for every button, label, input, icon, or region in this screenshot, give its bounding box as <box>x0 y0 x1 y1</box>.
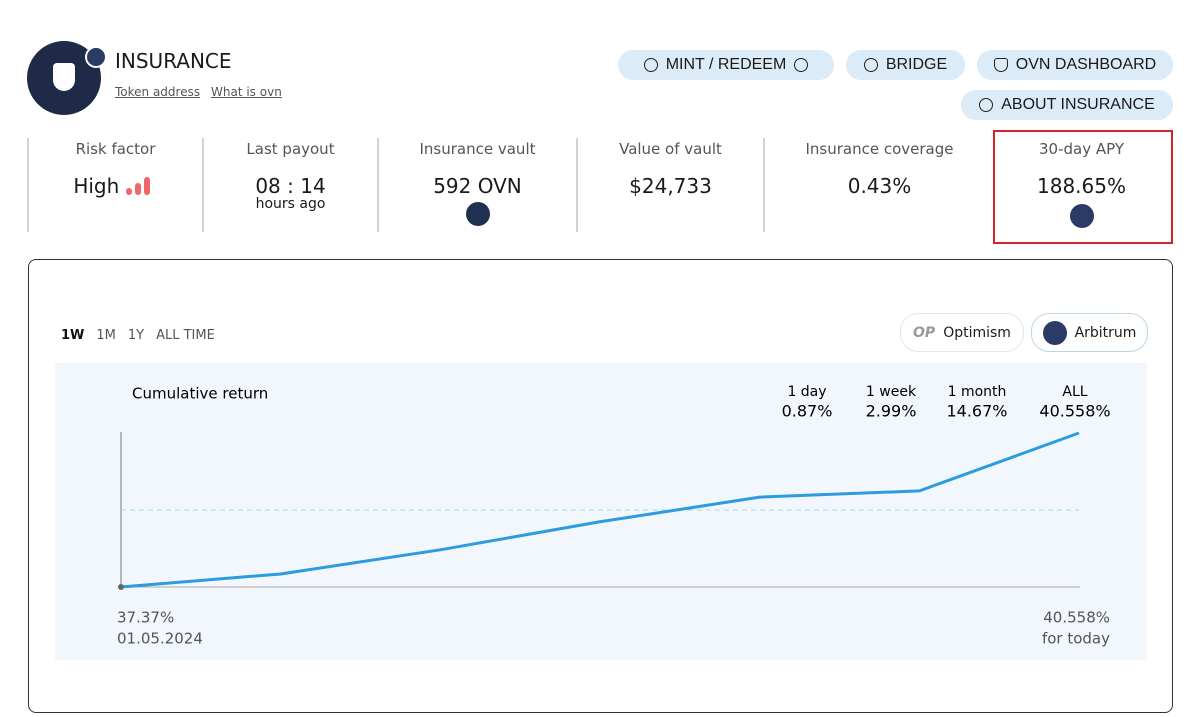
icon: OP <box>913 324 936 341</box>
value: 08 : 14 <box>255 174 326 198</box>
separator <box>763 138 765 232</box>
network-icon <box>1069 204 1094 228</box>
link[interactable]: What is ovn <box>211 85 282 99</box>
return-label: 1 week <box>866 384 917 400</box>
return-value: 2.99% <box>866 402 917 421</box>
value: 188.65% <box>1037 174 1126 198</box>
end-label: 40.558% <box>1043 609 1110 627</box>
period[interactable]: 1W <box>61 328 85 343</box>
metric: 30-day APY 188.65% <box>994 138 1169 228</box>
badge <box>85 46 107 68</box>
start-label: 37.37% <box>117 609 174 627</box>
periods: 1W 1M 1Y ALL TIME <box>61 324 227 343</box>
metric: Risk factor High <box>28 138 203 198</box>
link[interactable]: Token address <box>115 85 201 99</box>
return-value: 14.67% <box>946 402 1007 421</box>
network-button[interactable]: OP Optimism <box>900 313 1024 352</box>
period[interactable]: 1Y <box>127 328 145 343</box>
return-value: 0.87% <box>782 402 833 421</box>
value: $24,733 <box>629 174 712 198</box>
return-label: 1 day <box>787 384 826 400</box>
title: INSURANCE <box>115 49 232 73</box>
label: Insurance coverage <box>805 140 954 158</box>
metric: Insurance coverage 0.43% <box>792 138 967 198</box>
chart-panel <box>55 363 1147 660</box>
line <box>120 431 1080 589</box>
return-label: ALL <box>1062 384 1087 400</box>
metric: Last payout 08 : 14 hours ago <box>203 138 378 212</box>
return-value: 40.558% <box>1039 402 1110 421</box>
end-note: for today <box>1042 630 1110 648</box>
value: 0.43% <box>847 174 912 198</box>
network-button[interactable]: Arbitrum <box>1031 313 1148 352</box>
start-date: 01.05.2024 <box>117 630 203 648</box>
button[interactable]: BRIDGE <box>846 50 965 80</box>
button[interactable]: ABOUT INSURANCE <box>961 90 1173 120</box>
label: Last payout <box>246 140 335 158</box>
separator <box>27 138 29 232</box>
separator <box>202 138 204 232</box>
label: BRIDGE <box>885 56 948 73</box>
label: Arbitrum <box>1074 324 1137 341</box>
label: MINT / REDEEM <box>665 56 787 73</box>
label: Risk factor <box>75 140 156 158</box>
metric: Value of vault $24,733 <box>583 138 758 198</box>
label: Insurance vault <box>419 140 536 158</box>
sub: hours ago <box>255 196 326 212</box>
period[interactable]: ALL TIME <box>156 328 215 343</box>
separator <box>377 138 379 232</box>
metric: Insurance vault 592 OVN <box>390 138 565 226</box>
label: Value of vault <box>619 140 722 158</box>
value: High <box>28 174 203 198</box>
label: Optimism <box>943 324 1011 341</box>
separator <box>576 138 578 232</box>
label: OVN DASHBOARD <box>1015 56 1157 73</box>
highlight <box>993 130 1173 244</box>
start-dot <box>118 584 124 590</box>
label: ABOUT INSURANCE <box>1001 96 1155 113</box>
chart-card <box>28 259 1173 713</box>
label: 30-day APY <box>1039 140 1124 158</box>
chart-title: Cumulative return <box>132 385 268 403</box>
button[interactable]: MINT / REDEEM <box>618 50 834 80</box>
token-icon <box>465 202 490 226</box>
button[interactable]: OVN DASHBOARD <box>977 50 1173 80</box>
period[interactable]: 1M <box>96 328 116 343</box>
value: 592 OVN <box>433 174 522 198</box>
return-label: 1 month <box>948 384 1007 400</box>
